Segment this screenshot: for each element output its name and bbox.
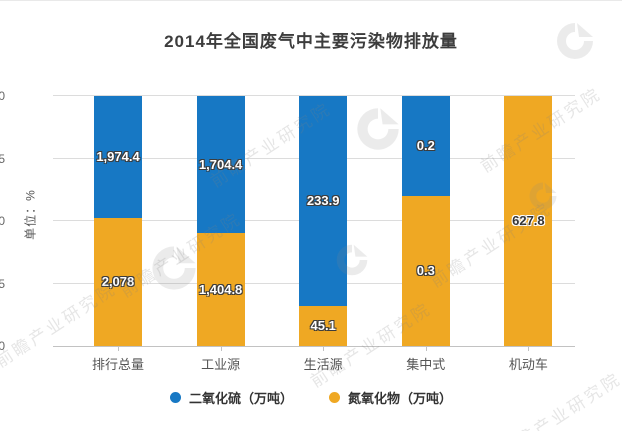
bar-value-label: 627.8 [512,213,545,228]
x-tick [220,346,222,351]
y-tick-label-0: 0 [0,340,5,352]
bar-segment-氮氧化物（万吨）-机动车[interactable] [504,96,553,346]
x-axis-label-排行总量: 排行总量 [91,357,144,372]
bar-value-label: 1,404.8 [198,281,243,297]
bar-value-label: 0.2 [416,138,435,153]
bar-value-label: 45.1 [310,317,336,333]
bar-value-label: 1,704.4 [198,156,243,172]
bar-segment-氮氧化物（万吨）-生活源[interactable] [299,305,348,346]
y-tick-label-100: 100 [0,90,5,102]
legend-label: 二氧化硫（万吨） [188,391,293,406]
bar-value-label: 233.9 [306,192,340,208]
y-tick-label-25: 25 [0,278,5,290]
bar-value-label: 2,078 [101,273,135,289]
bar-value-label: 0.3 [416,263,435,278]
x-axis-label-工业源: 工业源 [201,357,241,372]
legend-item-氮氧化物（万吨）[interactable]: 氮氧化物（万吨） [329,388,452,407]
chart-title: 2014年全国废气中主要污染物排放量 [164,32,458,51]
x-axis-label-机动车: 机动车 [508,357,548,372]
bar-segment-二氧化硫（万吨）-工业源[interactable] [196,96,245,234]
bar-生活源: 233.9 45.1 [299,96,348,346]
bar-排行总量: 1,974.4 2,078 [94,96,142,346]
bar-机动车: 627.8 [504,96,553,346]
x-tick [118,346,119,351]
y-tick-label-50: 50 [0,215,5,227]
bar-工业源: 1,704.4 1,404.8 [196,96,245,346]
legend-dot-icon [169,392,181,403]
bar-segment-二氧化硫（万吨）-排行总量[interactable] [94,96,142,218]
legend: 二氧化硫（万吨） 氮氧化物（万吨） [0,388,622,407]
y-tick-label-75: 75 [0,153,5,165]
x-tick [425,346,427,351]
legend-label: 氮氧化物（万吨） [348,391,453,406]
bar-segment-氮氧化物（万吨）-工业源[interactable] [196,233,245,346]
plot-area: 100 75 50 25 0 1,974.4 2,078 排行总量 1,704.4 1,404.8… [0,90,575,372]
x-axis-label-集中式: 集中式 [406,357,446,372]
x-axis-label-生活源: 生活源 [303,357,343,372]
bar-value-label: 1,974.4 [96,148,140,164]
bar-集中式: 0.2 0.3 [401,96,450,346]
bar-segment-氮氧化物（万吨）-排行总量[interactable] [94,217,142,346]
y-axis-unit-label: 单位：% [23,189,38,240]
legend-item-二氧化硫（万吨）[interactable]: 二氧化硫（万吨） [169,388,293,407]
x-tick [528,346,530,351]
bar-segment-二氧化硫（万吨）-生活源[interactable] [299,96,348,306]
gridline-100 [53,95,575,96]
gridline-0 [53,346,575,347]
bar-segment-氮氧化物（万吨）-集中式[interactable] [401,196,450,346]
x-tick [323,346,325,351]
legend-dot-icon [329,392,340,403]
bar-segment-二氧化硫（万吨）-集中式[interactable] [401,96,450,196]
